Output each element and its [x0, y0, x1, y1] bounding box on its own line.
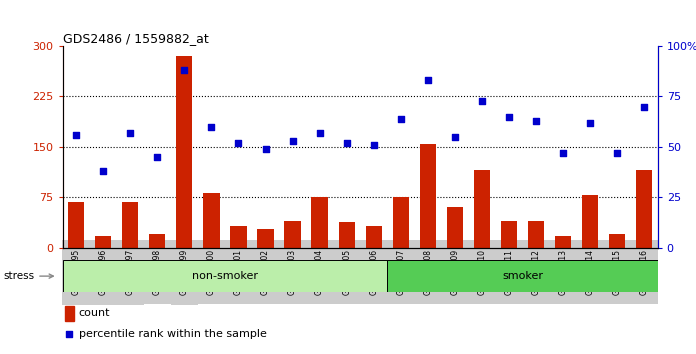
Point	[97, 168, 109, 174]
Point	[341, 140, 352, 146]
Point	[70, 132, 81, 138]
Point	[450, 134, 461, 140]
Point	[233, 140, 244, 146]
Point	[530, 118, 541, 124]
Text: non-smoker: non-smoker	[192, 271, 258, 281]
Bar	[230, 226, 246, 248]
Bar	[176, 56, 193, 248]
Bar	[609, 234, 625, 248]
Point	[314, 130, 325, 136]
Point	[395, 116, 406, 121]
Point	[260, 146, 271, 152]
Bar	[474, 170, 490, 248]
Bar	[420, 144, 436, 248]
Bar	[203, 193, 219, 248]
Bar	[582, 195, 598, 248]
Point	[179, 67, 190, 73]
Point	[476, 98, 487, 103]
Bar	[149, 234, 166, 248]
Bar	[528, 221, 544, 248]
Bar	[258, 229, 274, 248]
Bar	[68, 202, 84, 248]
Bar	[95, 236, 111, 248]
Bar	[365, 226, 382, 248]
Bar	[122, 202, 139, 248]
Bar	[65, 306, 74, 321]
Bar	[501, 221, 517, 248]
Point	[585, 120, 596, 126]
Bar	[285, 221, 301, 248]
Bar	[555, 236, 571, 248]
Point	[557, 150, 569, 156]
Text: GDS2486 / 1559882_at: GDS2486 / 1559882_at	[63, 32, 208, 45]
Text: smoker: smoker	[502, 271, 543, 281]
Text: percentile rank within the sample: percentile rank within the sample	[79, 329, 267, 339]
Point	[64, 331, 75, 337]
Bar	[393, 198, 409, 248]
Text: stress: stress	[3, 271, 54, 281]
Bar	[312, 198, 328, 248]
Point	[612, 150, 623, 156]
Text: count: count	[79, 308, 110, 318]
Bar	[63, 260, 387, 292]
Point	[125, 130, 136, 136]
Bar	[636, 170, 652, 248]
Bar	[387, 260, 658, 292]
Point	[368, 142, 379, 148]
Point	[503, 114, 514, 120]
Point	[639, 104, 650, 109]
Bar	[338, 222, 355, 248]
Point	[206, 124, 217, 130]
Point	[152, 154, 163, 160]
Point	[287, 138, 298, 144]
Bar	[447, 207, 463, 248]
Point	[422, 78, 434, 83]
